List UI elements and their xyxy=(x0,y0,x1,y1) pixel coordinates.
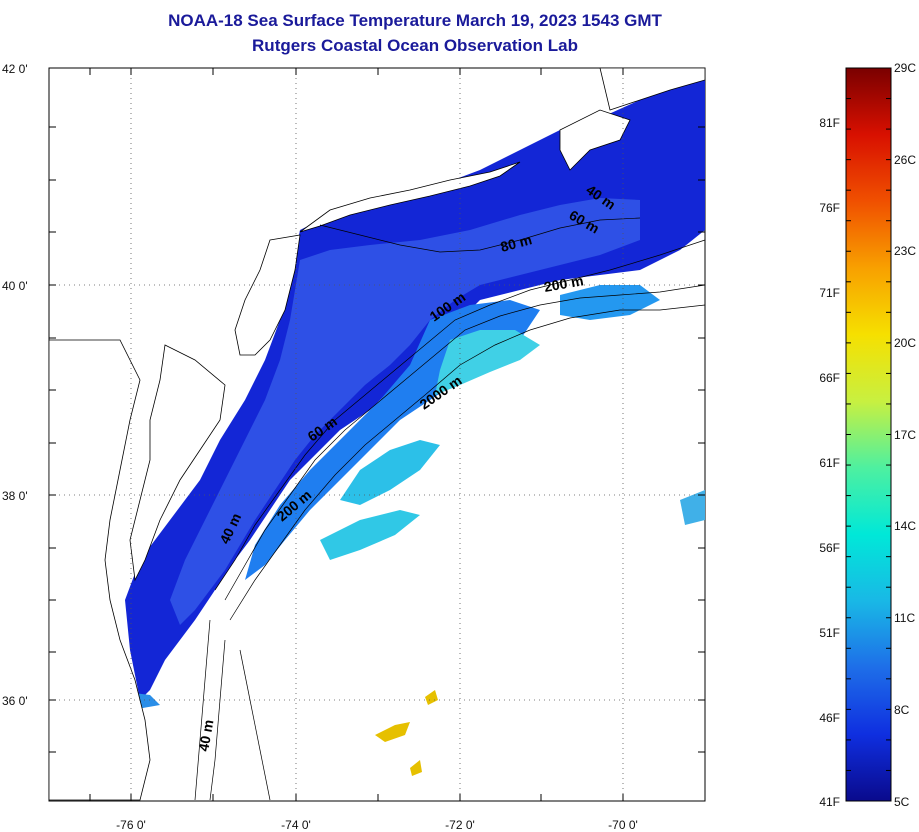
lon-label: -72 0' xyxy=(445,818,475,832)
graticule xyxy=(49,68,705,801)
colorbar-c-label: 14C xyxy=(894,519,917,533)
sst-offshore-filament-1 xyxy=(340,440,440,505)
colorbar-c-label: 5C xyxy=(894,795,910,809)
colorbar-c-label: 20C xyxy=(894,336,917,350)
colorbar-ticks xyxy=(846,67,891,802)
frame-ticks xyxy=(49,68,705,801)
sst-gulf-stream-3 xyxy=(410,760,422,776)
colorbar-c-label: 26C xyxy=(894,153,917,167)
contour-label: 200 m xyxy=(543,272,585,295)
colorbar xyxy=(845,67,892,802)
lat-label: 42 0' xyxy=(2,62,28,76)
colorbar-c-label: 23C xyxy=(894,244,917,258)
map-title: NOAA-18 Sea Surface Temperature March 19… xyxy=(168,11,662,30)
colorbar-f-label: 71F xyxy=(819,286,840,300)
colorbar-c-label: 17C xyxy=(894,428,917,442)
colorbar-f-label: 81F xyxy=(819,116,840,130)
sst-warm-patch xyxy=(435,330,540,395)
land-delmarva xyxy=(129,344,226,582)
colorbar-f-label: 61F xyxy=(819,456,840,470)
land-long-island xyxy=(299,161,521,233)
contour-label: 40 m xyxy=(195,718,216,752)
lat-label: 36 0' xyxy=(2,694,28,708)
colorbar-c-label: 29C xyxy=(894,61,917,75)
sst-gulf-stream-2 xyxy=(425,690,438,705)
lon-label: -70 0' xyxy=(608,818,638,832)
colorbar-c-label: 11C xyxy=(894,611,916,625)
land-cape-cod xyxy=(559,109,631,171)
sst-northeast-patch xyxy=(680,490,705,525)
land-northeast xyxy=(599,67,706,111)
lon-label: -74 0' xyxy=(281,818,311,832)
bathymetry-contours xyxy=(194,217,706,801)
colorbar-f-label: 56F xyxy=(819,541,840,555)
colorbar-f-label: 51F xyxy=(819,626,840,640)
lat-label: 40 0' xyxy=(2,279,28,293)
land-new-jersey xyxy=(234,234,301,356)
sst-shelf-water xyxy=(170,198,640,625)
sst-offshore-filament-2 xyxy=(320,510,420,560)
colorbar-f-label: 41F xyxy=(819,795,840,809)
lon-label: -76 0' xyxy=(116,818,146,832)
colorbar-c-label: 8C xyxy=(894,703,910,717)
colorbar-f-label: 46F xyxy=(819,711,840,725)
contour-label: 80 m xyxy=(499,231,534,255)
sst-gulf-stream-1 xyxy=(375,722,410,742)
colorbar-f-label: 66F xyxy=(819,371,840,385)
lat-label: 38 0' xyxy=(2,489,28,503)
colorbar-f-label: 76F xyxy=(819,201,840,215)
map-subtitle: Rutgers Coastal Ocean Observation Lab xyxy=(252,36,578,55)
land-chesapeake-west xyxy=(48,339,151,801)
